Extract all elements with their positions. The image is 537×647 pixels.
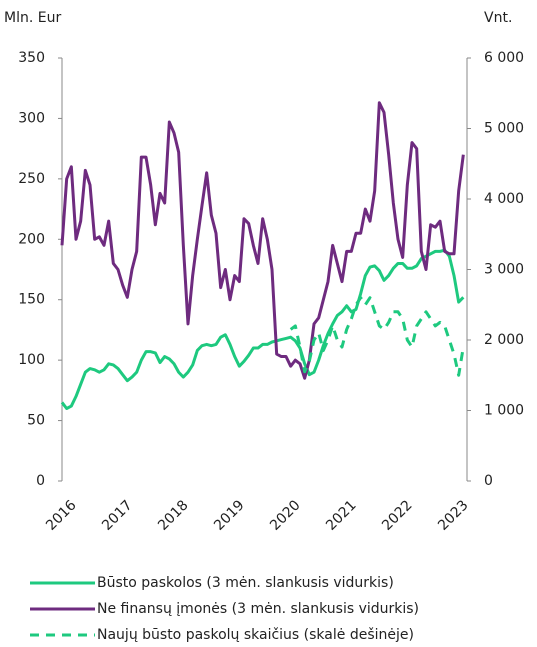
y2-tick-label: 3 000 (484, 262, 524, 278)
series-line (289, 296, 465, 377)
y2-tick-label: 4 000 (484, 191, 524, 207)
y2-tick-label: 0 (484, 473, 493, 489)
series-line (60, 248, 465, 410)
y-tick-label: 0 (36, 473, 45, 489)
y-tick-label: 100 (18, 352, 45, 368)
y2-tick-label: 1 000 (484, 403, 524, 419)
y2-tick-label: 2 000 (484, 332, 524, 348)
y2-tick-label: 5 000 (484, 121, 524, 137)
x-tick-label: 2022 (379, 497, 416, 534)
x-tick-label: 2020 (267, 497, 304, 534)
x-tick-label: 2019 (211, 497, 248, 534)
y2-axis-label: Vnt. (484, 10, 512, 26)
y2-tick-label: 6 000 (484, 50, 524, 66)
x-tick-label: 2021 (323, 497, 360, 534)
y-tick-label: 300 (18, 110, 45, 126)
y-tick-label: 50 (27, 413, 45, 429)
x-tick-label: 2016 (43, 497, 80, 534)
y-axis-label: Mln. Eur (4, 10, 61, 26)
legend-label: Ne finansų įmonės (3 mėn. slankusis vidu… (97, 601, 419, 617)
y-tick-label: 150 (18, 292, 45, 308)
x-tick-label: 2018 (155, 497, 192, 534)
y-tick-label: 350 (18, 50, 45, 66)
legend-label: Naujų būsto paskolų skaičius (skalė deši… (97, 627, 414, 643)
legend-label: Būsto paskolos (3 mėn. slankusis vidurki… (97, 575, 394, 591)
x-tick-label: 2023 (435, 497, 472, 534)
series-line (60, 101, 465, 380)
x-tick-label: 2017 (99, 497, 136, 534)
y-tick-label: 250 (18, 171, 45, 187)
y-tick-label: 200 (18, 231, 45, 247)
